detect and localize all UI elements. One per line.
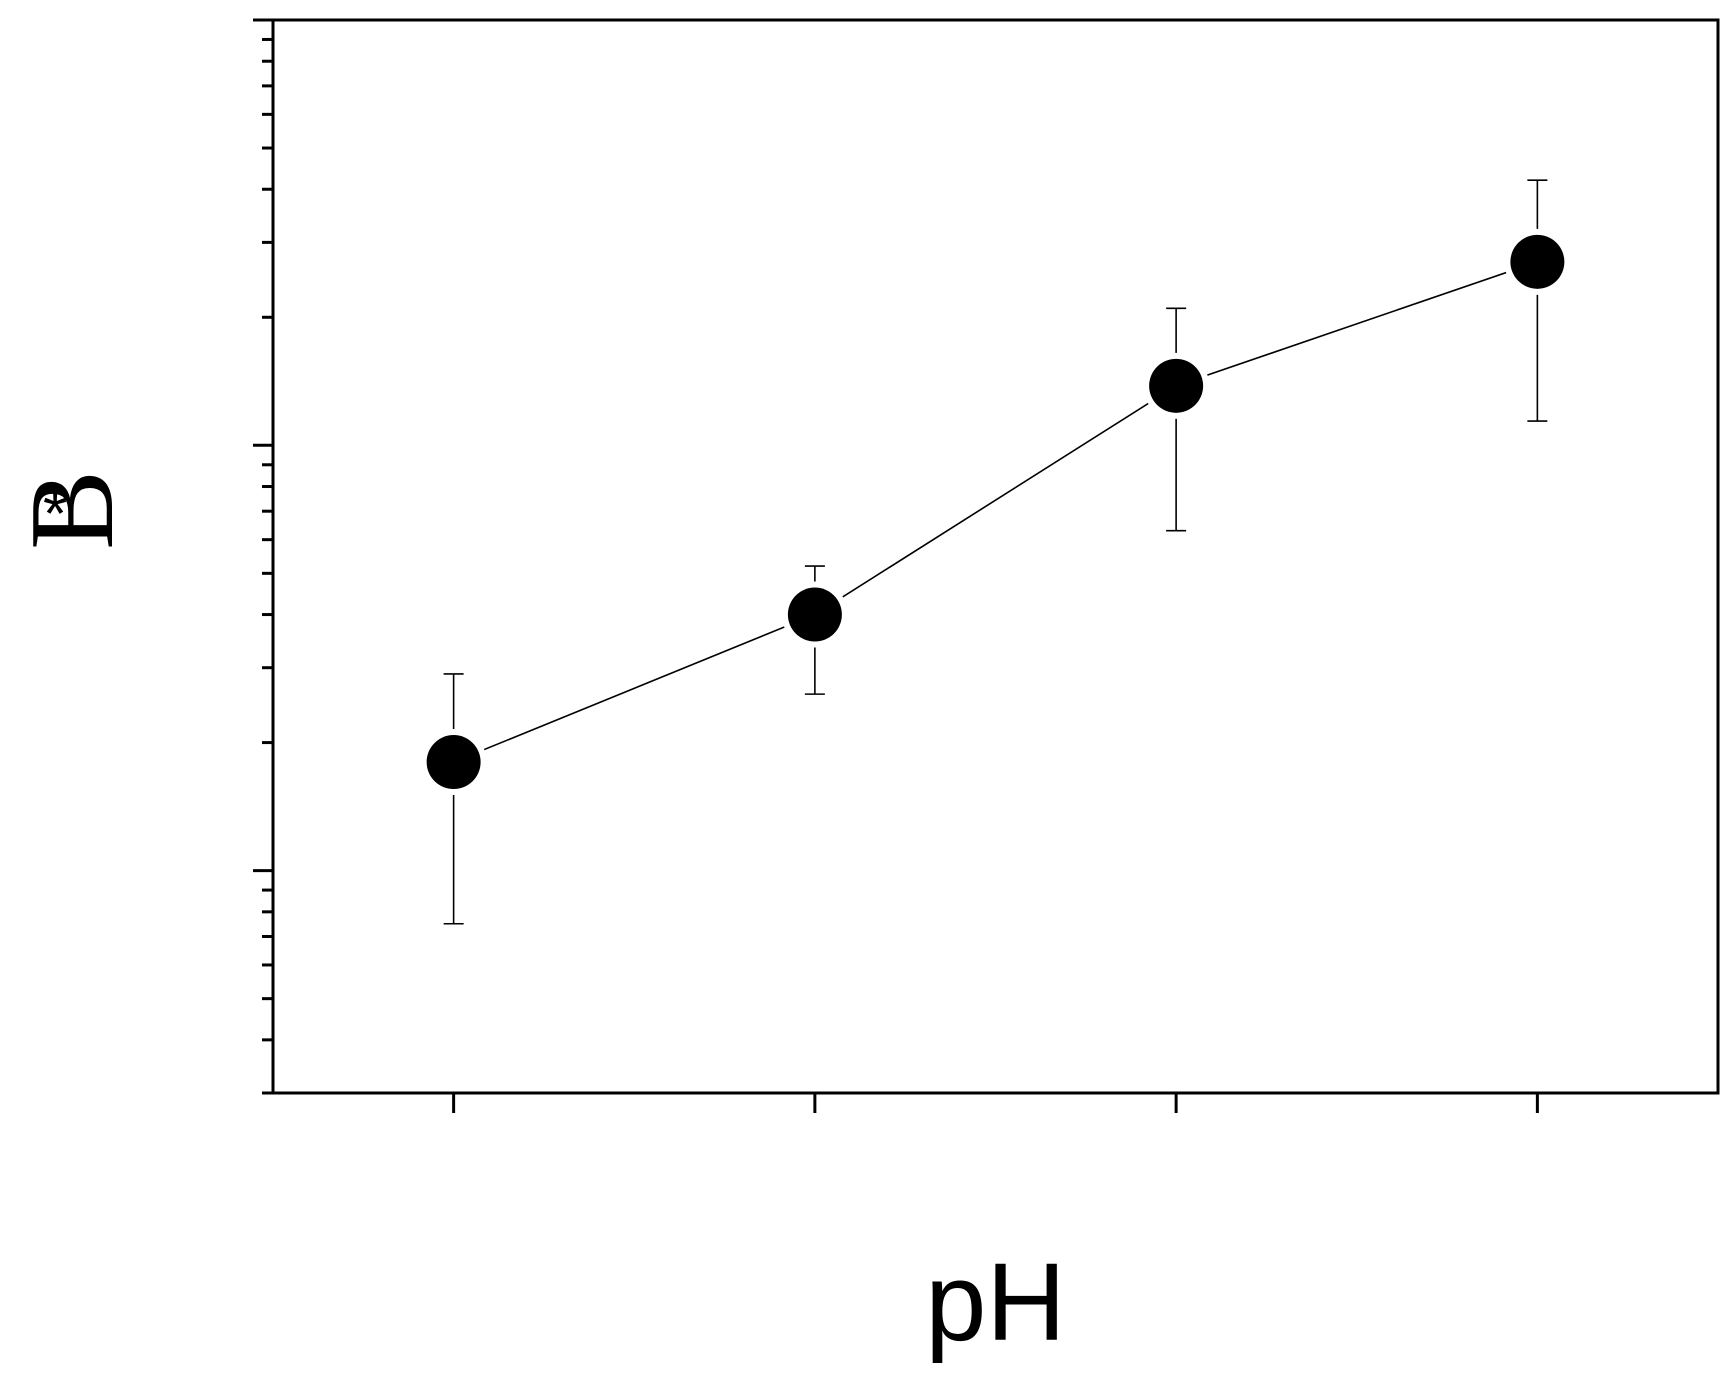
y-axis-label-superscript: * xyxy=(43,480,67,549)
y-axis-label: B * xyxy=(5,470,138,550)
plot-frame xyxy=(271,18,1720,1095)
x-axis-label: pH xyxy=(925,1241,1066,1364)
data-point xyxy=(1510,234,1565,289)
axes-layer xyxy=(253,18,1539,1113)
data-layer xyxy=(420,179,1571,925)
data-point xyxy=(1149,358,1204,413)
labels-layer: pH B * xyxy=(5,470,1066,1364)
data-point xyxy=(426,735,481,790)
data-point xyxy=(787,587,842,642)
series-line xyxy=(453,261,1538,763)
y-axis-label-text: B xyxy=(5,470,138,550)
